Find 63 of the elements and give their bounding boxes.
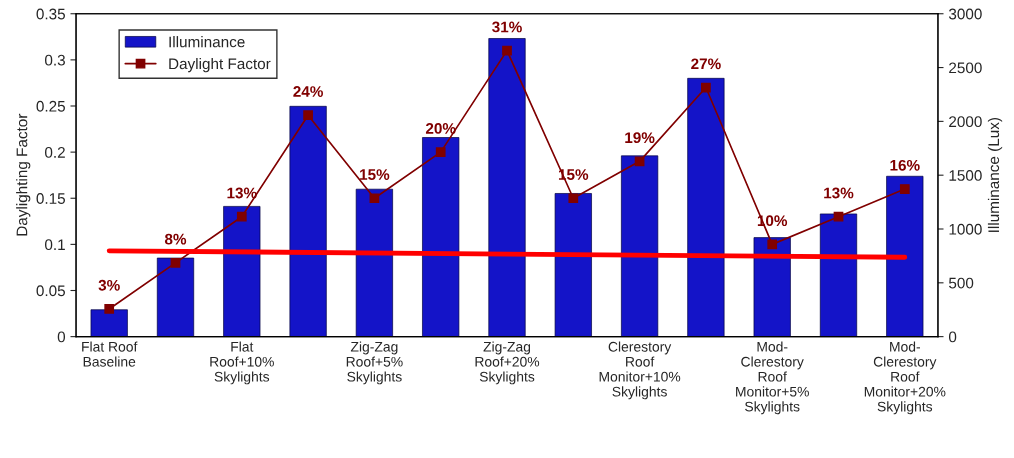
legend-label: Daylight Factor [169, 57, 271, 73]
bar [886, 175, 924, 337]
point [833, 211, 844, 222]
point [236, 211, 247, 222]
point [568, 193, 579, 204]
bar [156, 257, 195, 337]
bar [289, 105, 327, 337]
y-tick-label: 0.35 [36, 8, 65, 20]
point [435, 147, 446, 157]
y-tick-label: 0.2 [44, 146, 65, 158]
y2-axis-title: Illuminance (Lux) [987, 117, 1003, 232]
bar [223, 206, 261, 337]
y2-tick-label: 3000 [948, 8, 982, 20]
data-label: 24% [293, 86, 323, 97]
point [502, 45, 512, 56]
point [369, 193, 380, 204]
data-label: 27% [691, 58, 721, 70]
y2-tick-label: 1500 [949, 170, 982, 181]
y2-tick-label: 0 [948, 331, 957, 343]
data-label: 20% [425, 123, 456, 134]
point [767, 239, 778, 250]
bar [90, 309, 128, 337]
bar [621, 155, 659, 337]
data-label: 31% [492, 21, 522, 33]
point [899, 184, 910, 194]
point [104, 304, 115, 314]
y-tick-label: 0.3 [44, 54, 65, 66]
x-tick-label: Flat Roof Baseline [82, 341, 138, 367]
bar [687, 77, 725, 337]
x-tick-label: Flat Roof+10% Skylights [210, 341, 274, 385]
data-label: 8% [164, 233, 187, 245]
data-label: 16% [890, 159, 920, 171]
x-tick-label: Mod- Clerestory Roof Monitor+20% Skylights [864, 341, 946, 415]
data-label: 3% [98, 279, 120, 291]
bar [422, 137, 460, 337]
point [170, 257, 181, 268]
x-tick-label: Mod- Clerestory Roof Monitor+5% Skylights [736, 341, 809, 415]
y-tick-label: 0.25 [36, 100, 65, 112]
bar [753, 237, 791, 337]
y-tick-label: 0.1 [44, 239, 65, 251]
bar [554, 193, 592, 337]
x-tick-label: Zig-Zag Roof+20% Skylights [475, 341, 540, 385]
point [303, 110, 313, 121]
data-label: 19% [625, 132, 655, 144]
y-tick-label: 0.05 [36, 285, 65, 297]
y-axis-title: Daylighting Factor [16, 113, 31, 236]
bar [355, 188, 393, 337]
y-tick-label: 0.15 [36, 193, 65, 204]
data-label: 15% [360, 169, 390, 180]
y2-tick-label: 2500 [949, 62, 982, 74]
y-tick-label: 0 [57, 331, 66, 343]
data-label: 13% [227, 187, 257, 199]
bar [488, 38, 526, 337]
point [634, 156, 645, 167]
x-tick-label: Zig-Zag Roof+5% Skylights [346, 341, 403, 385]
y2-tick-label: 1000 [949, 223, 982, 235]
y2-tick-label: 2000 [949, 116, 982, 128]
x-tick-label: Clerestory Roof Monitor+10% Skylights [599, 341, 681, 400]
bar [819, 213, 858, 337]
data-label: 13% [824, 187, 854, 199]
legend-label: Illuminance [169, 36, 245, 48]
y2-tick-label: 500 [948, 277, 974, 289]
point [701, 82, 711, 93]
